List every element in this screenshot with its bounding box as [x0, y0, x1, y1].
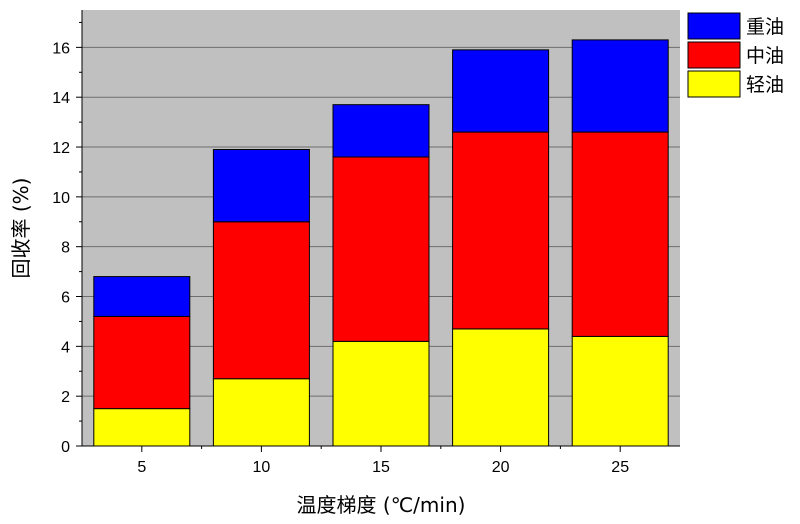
- y-tick-label: 8: [61, 240, 70, 257]
- bar-segment: [452, 49, 550, 133]
- bar-segment: [332, 340, 430, 447]
- y-tick-label: 2: [61, 389, 70, 406]
- bar-segment: [571, 39, 669, 133]
- legend-swatch: [687, 12, 741, 40]
- bar-segment: [212, 149, 310, 223]
- bar-segment: [212, 378, 310, 447]
- x-tick-label: 20: [492, 459, 510, 476]
- legend-swatch: [687, 70, 741, 98]
- y-axis-label: 回收率 (%): [9, 178, 33, 279]
- y-tick-label: 4: [61, 339, 70, 356]
- y-tick-label: 12: [52, 140, 70, 157]
- bar-segment: [93, 408, 191, 447]
- x-tick-label: 5: [137, 459, 146, 476]
- bar-segment: [93, 276, 191, 317]
- x-tick-label: 25: [611, 459, 629, 476]
- bar-segment: [212, 221, 310, 380]
- bar-segment: [93, 315, 191, 410]
- legend-swatch: [687, 41, 741, 69]
- legend-label: 中油: [746, 45, 784, 67]
- y-tick-label: 6: [61, 290, 70, 307]
- bar-segment: [332, 156, 430, 342]
- x-tick-label: 10: [253, 459, 271, 476]
- bar-segment: [332, 104, 430, 158]
- y-tick-label: 16: [52, 40, 70, 57]
- bar-segment: [571, 335, 669, 447]
- y-tick-label: 10: [52, 190, 70, 207]
- bar-segment: [452, 131, 550, 330]
- legend-label: 重油: [746, 16, 784, 38]
- x-axis-label: 温度梯度 (℃/min): [297, 493, 466, 517]
- x-tick-label: 15: [372, 459, 390, 476]
- bar-segment: [571, 131, 669, 337]
- bar-segment: [452, 328, 550, 447]
- y-tick-label: 0: [61, 439, 70, 456]
- legend-label: 轻油: [746, 74, 784, 96]
- y-tick-label: 14: [52, 90, 70, 107]
